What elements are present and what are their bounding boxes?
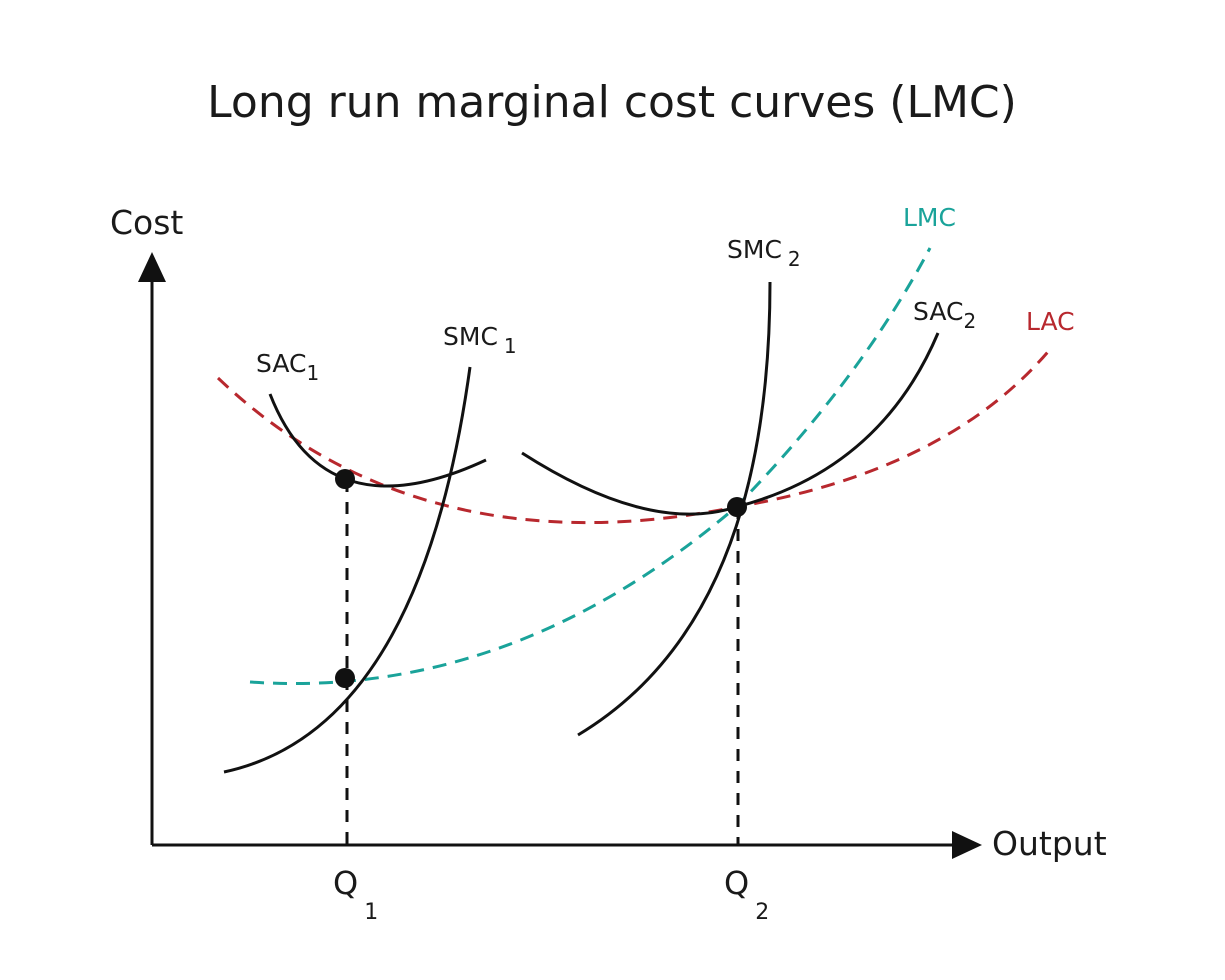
smc2-label: SMC 2 <box>727 235 801 271</box>
diagram-title: Long run marginal cost curves (LMC) <box>207 77 1017 128</box>
q1-label: Q1 <box>333 864 378 925</box>
sac1-curve <box>268 393 487 488</box>
smc1-curve <box>223 366 472 774</box>
lmc-label: LMC <box>903 203 956 232</box>
sac1-label: SAC1 <box>256 349 319 385</box>
lac-curve <box>216 346 1054 525</box>
q2-label: Q2 <box>724 864 769 925</box>
y-axis-arrow <box>138 252 166 282</box>
q2-intersection-point <box>727 497 747 517</box>
x-axis-label: Output <box>992 824 1107 863</box>
lac-label: LAC <box>1026 307 1075 336</box>
y-axis-label: Cost <box>110 203 183 242</box>
x-axis-arrow <box>952 831 982 859</box>
smc1-lmc-point <box>335 668 355 688</box>
smc1-label: SMC 1 <box>443 322 517 358</box>
smc2-curve <box>577 281 772 737</box>
sac1-tangency-point <box>335 469 355 489</box>
sac2-curve <box>521 332 940 516</box>
lmc-curve <box>249 247 932 686</box>
sac2-label: SAC2 <box>913 297 976 333</box>
